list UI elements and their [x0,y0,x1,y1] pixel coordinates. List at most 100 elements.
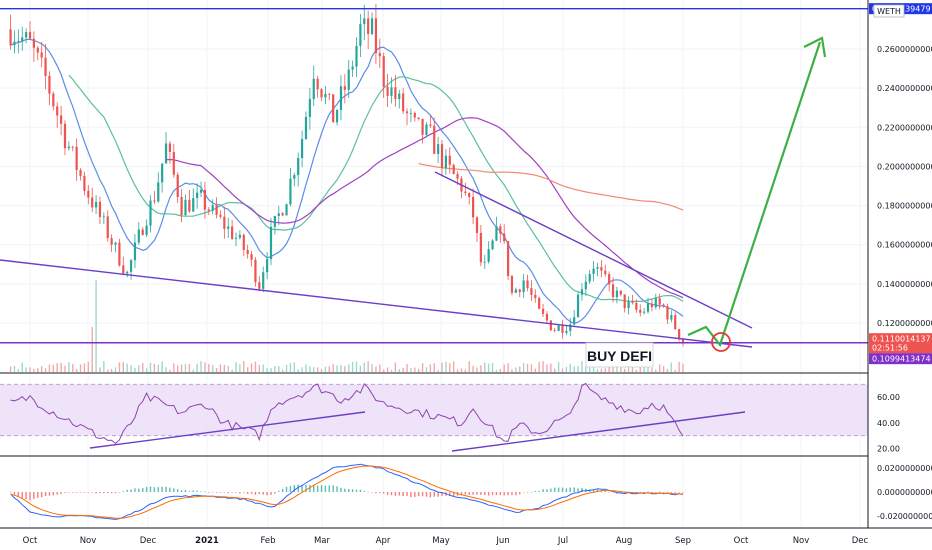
volume-bar [363,362,365,372]
macd-histogram-bar [293,485,296,492]
volume-bar [441,362,443,372]
time-tick-label: Nov [793,536,810,546]
macd-signal-line [10,465,684,519]
moving-average-line [165,117,684,299]
volume-bar [429,364,432,372]
volume-bar [266,368,268,372]
macd-histogram-bar [561,487,564,492]
macd-pane[interactable] [9,463,684,520]
macd-histogram-bar [99,492,101,494]
candle-body [619,290,622,295]
macd-histogram-bar [491,492,494,496]
candle-body [184,199,187,216]
candle-body [631,301,634,303]
volume-bar [589,365,591,372]
price-axis[interactable]: 0.2600000000 0.2400000000 0.2200000000 0.20… [869,3,932,521]
volume-bar [394,362,397,372]
candle-body [569,324,572,331]
volume-bar [328,366,330,372]
volume-bar [231,369,233,372]
candle-body [374,18,378,54]
price-pane[interactable]: BUY DEFI [0,0,868,527]
candle-body [145,225,148,235]
macd-histogram-bar [258,492,261,495]
candle-body [472,197,475,218]
volume-bar [9,366,12,372]
volume-bar [375,366,377,372]
volume-bar [647,366,649,372]
macd-histogram-bar [285,486,288,492]
candle-body [596,267,599,269]
macd-histogram-bar [487,492,490,496]
candle-body [176,174,179,198]
volume-bar [258,364,261,372]
candle-body [678,329,681,339]
projection-arrowhead [803,36,827,58]
time-tick-label: Oct [734,536,749,546]
macd-histogram-bar [666,491,669,493]
macd-histogram-bar [180,490,183,492]
macd-histogram-bar [519,492,521,495]
macd-histogram-bar [231,492,233,493]
volume-bar [398,368,400,372]
volume-bar [110,369,113,372]
volume-bar [33,368,35,372]
candle-body [386,86,389,96]
macd-histogram-bar [79,492,82,493]
rsi-pane[interactable] [0,382,868,452]
rsi-trendline-1 [89,411,366,449]
macd-histogram-bar [262,492,264,495]
time-tick-label: 2021 [195,536,219,546]
buy-defi-annotation: BUY DEFI [585,342,654,368]
volume-bar [612,366,614,372]
candle-body [87,190,90,198]
macd-histogram-bar [281,488,284,492]
macd-histogram-bar [332,485,334,492]
volume-bar [417,368,420,372]
candle-body [538,297,541,309]
volume-bar [297,369,299,372]
volume-bar [581,361,583,372]
macd-histogram-bar [670,492,673,493]
macd-histogram-bar [208,492,210,493]
candle-body [48,76,51,94]
candle-body [526,280,529,289]
volume-bar [592,364,595,372]
candle-body [359,24,362,46]
candle-body [71,146,74,148]
volume-bar [526,363,529,372]
candle-body [592,268,595,274]
candle-body [234,237,238,239]
time-tick-label: Mar [314,536,331,546]
macd-histogram-bar [250,492,253,494]
macd-histogram-bar [72,492,74,493]
support-price-tag-bg [869,353,932,365]
macd-histogram-bar [177,489,179,492]
candle-body [561,325,564,333]
candle-body [238,234,241,238]
volume-bar [204,362,206,372]
projection-path [687,41,822,348]
candle-body [17,40,20,42]
volume-bar [682,363,684,372]
volume-bar [503,364,505,372]
price-tick-label: 0.1200000000 [877,319,932,328]
candle-body [79,170,82,176]
time-tick-label: Dec [140,536,157,546]
time-axis[interactable]: Oct Nov Dec 2021 Feb Mar Apr May Jun Jul Aug Sep Oct… [23,536,869,546]
candle-body [269,226,273,260]
volume-bar [425,367,428,372]
candle-body [106,216,109,239]
volume-bar [254,361,257,372]
macd-histogram-bar [320,485,323,492]
volume-bar [301,367,303,372]
candle-body [367,18,370,34]
candle-body [584,281,587,290]
candle-body [650,303,654,308]
countdown-tag-bg [869,342,932,354]
candle-body [277,213,280,216]
macd-histogram-bar [161,486,163,492]
volume-bar [305,364,307,372]
macd-histogram-bar [165,486,167,492]
